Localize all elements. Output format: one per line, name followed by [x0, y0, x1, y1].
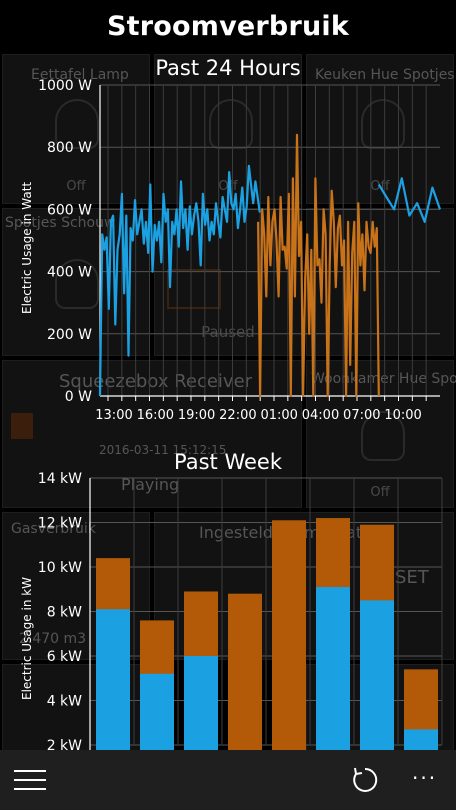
bar-low-segment	[96, 609, 130, 750]
series-line	[257, 133, 380, 398]
bar-low-segment	[184, 656, 218, 750]
bar-high-segment	[272, 520, 306, 750]
x-tick-label: 19:00	[178, 408, 215, 423]
chart-week-plot: 2 kW 4 kW 6 kW 8 kW 10 kW 12 kW 14 kW	[38, 471, 443, 750]
bulb-icon	[55, 99, 99, 149]
y-tick-label: 400 W	[47, 265, 92, 281]
chart-past-week: Past Week Electric Usage in kW 2 kW 4 kW 6…	[0, 445, 456, 750]
speaker-icon	[11, 413, 33, 439]
hamburger-menu-icon[interactable]	[14, 770, 46, 792]
y-tick-label: 2 kW	[47, 738, 82, 750]
app-header: Stroomverbruik	[0, 0, 456, 52]
y-tick-label: 10 kW	[38, 560, 82, 576]
more-options-icon[interactable]: ···	[412, 766, 438, 790]
x-tick-label: 01:00	[260, 408, 297, 423]
series-line	[98, 164, 261, 397]
bulb-icon	[209, 99, 253, 149]
y-tick-label: 14 kW	[38, 471, 82, 487]
y-tick-label: 0 W	[65, 389, 92, 405]
bar-low-segment	[360, 600, 394, 750]
x-tick-label: 04:00	[302, 408, 339, 423]
tile-eettafel: Eettafel Lamp Off	[2, 54, 150, 204]
chart-title: Past Week	[174, 450, 282, 474]
bulb-icon	[55, 259, 99, 309]
y-tick-label: 12 kW	[38, 516, 82, 532]
x-tick-label: 16:00	[137, 408, 174, 423]
background-dashboard: Eettafel Lamp Off Off Keuken Hue Spotjes…	[0, 52, 456, 750]
refresh-icon[interactable]	[351, 766, 379, 794]
bulb-icon	[361, 411, 405, 461]
bulb-icon	[361, 99, 405, 149]
chart-24h-plot: 0 W 200 W 400 W 600 W 800 W 1000 W 13:00 16:00 1…	[38, 78, 442, 423]
y-tick-label: 4 kW	[47, 694, 82, 710]
app-bar: ···	[0, 750, 456, 810]
page-title: Stroomverbruik	[106, 10, 349, 42]
bar-low-segment	[404, 729, 438, 750]
y-tick-label: 6 kW	[47, 649, 82, 665]
x-tick-label: 07:00	[343, 408, 380, 423]
y-tick-label: 600 W	[47, 202, 92, 218]
bar-low-segment	[140, 673, 174, 750]
chart-title: Past 24 Hours	[155, 56, 301, 80]
y-tick-label: 200 W	[47, 327, 92, 343]
x-tick-label: 13:00	[95, 408, 132, 423]
chart-past-24-hours: Past 24 Hours Electric Usage in Watt 0 W…	[0, 52, 456, 432]
tile-keuken: Keuken Hue Spotjes Off	[306, 54, 455, 204]
y-tick-label: 1000 W	[38, 78, 92, 94]
pause-icon	[167, 269, 221, 309]
series-line	[377, 177, 442, 223]
bar-low-segment	[316, 587, 350, 750]
y-tick-label: 800 W	[47, 140, 92, 156]
tile-squeezebox: Squeezebox Receiver 2016-03-11 15:12:15 …	[2, 360, 302, 508]
y-tick-label: 8 kW	[47, 605, 82, 621]
bar-high-segment	[228, 593, 262, 750]
x-tick-label: 22:00	[219, 408, 256, 423]
x-tick-label: 10:00	[384, 408, 421, 423]
